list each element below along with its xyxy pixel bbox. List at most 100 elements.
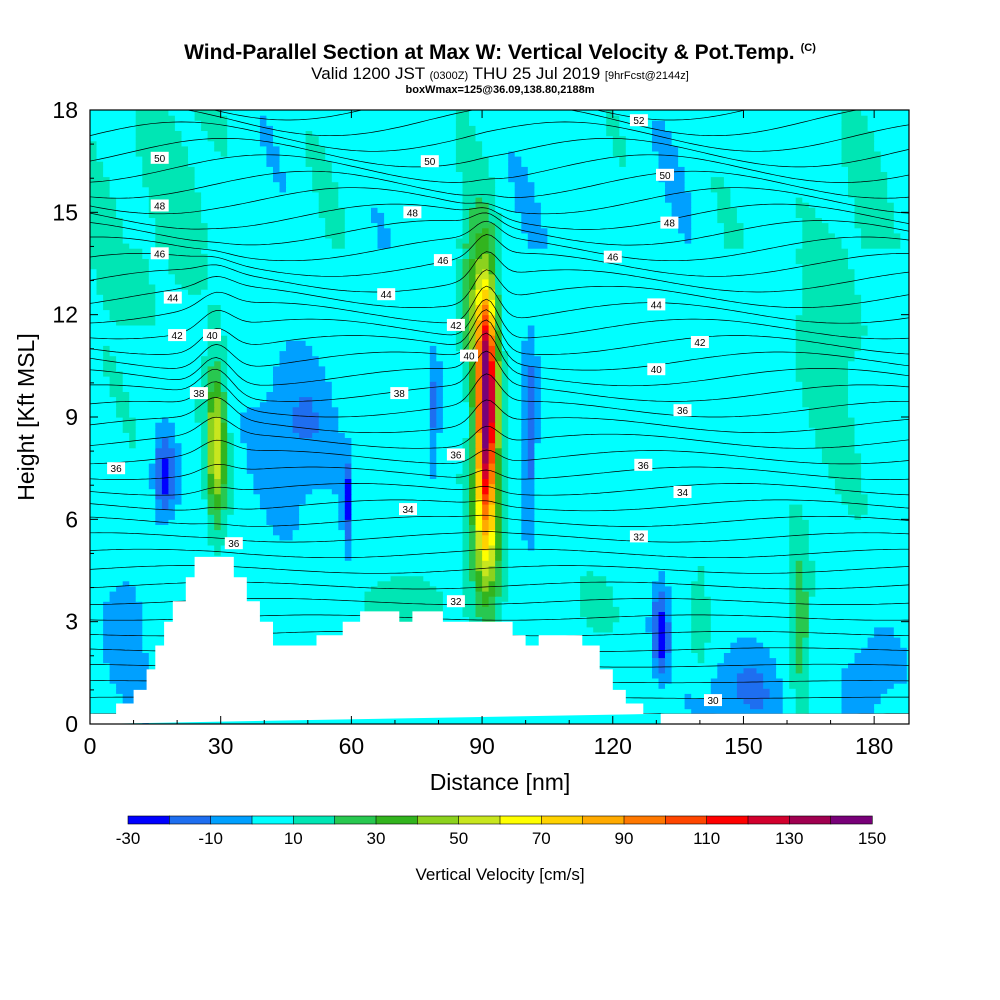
x-tick-label: 0 [84, 733, 97, 759]
y-axis: 0 36 9 12 15 18 [52, 97, 909, 737]
copyright-mark: (C) [800, 42, 816, 54]
theta-label-text: 46 [607, 253, 619, 264]
theta-label: 30 [704, 694, 722, 707]
chart-titles: Wind-Parallel Section at Max W: Vertical… [0, 36, 1000, 96]
theta-label: 46 [603, 250, 622, 264]
theta-label: 36 [446, 448, 465, 462]
theta-label-text: 44 [381, 290, 393, 301]
colorbar-swatch [788, 815, 832, 825]
theta-label-text: 44 [651, 300, 663, 311]
theta-label-text: 32 [633, 532, 645, 543]
theta-label-text: 32 [450, 597, 462, 608]
colorbar-swatch [416, 815, 460, 825]
theta-label-text: 40 [651, 365, 663, 376]
colorbar-swatch [830, 815, 873, 825]
theta-label-text: 36 [450, 451, 462, 462]
theta-label: 50 [420, 155, 439, 168]
colorbar-swatch [334, 815, 377, 825]
x-tick-label: 150 [724, 733, 762, 759]
x-tick-label: 30 [208, 733, 234, 759]
theta-label: 52 [629, 114, 648, 127]
theta-labels: 52 50 50 50 48 48 48 46 46 46 44 44 44 42 42 42 40 40 40 38… [107, 114, 722, 707]
x-tick-label: 180 [855, 733, 893, 759]
theta-label: 42 [690, 336, 709, 349]
colorbar-swatch [292, 815, 336, 825]
colorbar-tick-label: 110 [693, 829, 720, 848]
y-tick-label: 9 [65, 404, 78, 430]
x-tick-label: 120 [594, 733, 632, 759]
theta-label-text: 46 [154, 249, 166, 260]
theta-label: 44 [163, 291, 182, 305]
colorbar-swatch [706, 815, 749, 825]
colorbar-swatch [169, 815, 212, 825]
chart-title-text: Wind-Parallel Section at Max W: Vertical… [184, 41, 795, 64]
theta-label: 48 [403, 206, 422, 219]
colorbar-swatch [458, 815, 501, 825]
colorbar-swatch [623, 815, 666, 825]
theta-label: 34 [399, 503, 417, 516]
forecast-info: [9hrFcst@2144z] [604, 70, 689, 82]
colorbar-tick-label: -10 [198, 829, 223, 848]
colorbar-tick-label: 50 [449, 829, 468, 848]
theta-label-text: 44 [167, 294, 179, 305]
colorbar-tick-label: 150 [858, 829, 886, 848]
theta-label-text: 52 [633, 116, 645, 127]
theta-label: 36 [634, 458, 653, 472]
y-tick-label: 12 [52, 302, 78, 328]
colorbar-tick-label: 90 [615, 829, 634, 848]
y-tick-label: 15 [52, 199, 78, 225]
colorbar-swatch [540, 815, 584, 825]
colorbar-tick-label: -30 [116, 829, 141, 848]
theta-label: 46 [150, 247, 169, 260]
theta-label-text: 48 [154, 202, 166, 213]
colorbar-swatch [747, 815, 790, 825]
theta-label: 40 [203, 329, 221, 342]
x-tick-label: 60 [339, 733, 365, 759]
colorbar-tick-label: 30 [367, 829, 386, 848]
box-info: boxWmax=125@36.09,138.80,2188m [405, 84, 595, 96]
theta-label: 48 [150, 199, 169, 213]
theta-label: 44 [377, 288, 396, 301]
theta-label: 40 [460, 349, 478, 363]
theta-label-text: 38 [394, 389, 406, 400]
colorbar-label: Vertical Velocity [cm/s] [415, 865, 584, 884]
theta-label: 32 [446, 595, 465, 608]
theta-label: 36 [107, 462, 126, 475]
theta-label: 50 [656, 168, 674, 182]
colorbar-tick-label: 130 [775, 829, 803, 848]
theta-label-text: 50 [424, 157, 436, 168]
colorbar-tick-label: 10 [284, 829, 303, 848]
y-tick-label: 0 [65, 711, 78, 737]
colorbar-swatch [664, 815, 708, 825]
colorbar: -30 -10 10 30 50 70 90 110 130 150 [116, 815, 886, 848]
colorbar-swatch [499, 815, 542, 825]
theta-label-text: 36 [638, 461, 650, 472]
theta-label-text: 40 [463, 352, 475, 363]
theta-label: 44 [647, 298, 666, 311]
theta-label-text: 42 [694, 338, 706, 349]
valid-time-utc: (0300Z) [429, 70, 469, 82]
theta-label-text: 36 [228, 539, 240, 550]
x-axis-label: Distance [nm] [430, 769, 571, 795]
theta-label: 42 [168, 329, 187, 342]
y-axis-label: Height [Kft MSL] [13, 333, 39, 500]
theta-label: 38 [189, 387, 208, 400]
theta-label-text: 36 [111, 464, 123, 475]
theta-label: 38 [390, 387, 409, 400]
theta-label: 40 [647, 363, 666, 376]
theta-label-text: 42 [450, 321, 462, 332]
theta-label-text: 34 [402, 505, 414, 516]
y-tick-label: 3 [65, 609, 78, 635]
y-tick-label: 18 [52, 97, 78, 123]
colorbar-tick-label: 70 [532, 829, 551, 848]
theta-label-text: 46 [437, 256, 449, 267]
theta-label: 42 [446, 318, 465, 332]
theta-label-text: 30 [707, 696, 719, 707]
theta-label-text: 50 [154, 154, 166, 165]
chart-title: Wind-Parallel Section at Max W: Vertical… [0, 36, 1000, 65]
theta-label-text: 38 [193, 389, 205, 400]
colorbar-swatch [127, 815, 170, 825]
theta-label: 50 [150, 151, 169, 165]
colorbar-swatch [251, 815, 294, 825]
